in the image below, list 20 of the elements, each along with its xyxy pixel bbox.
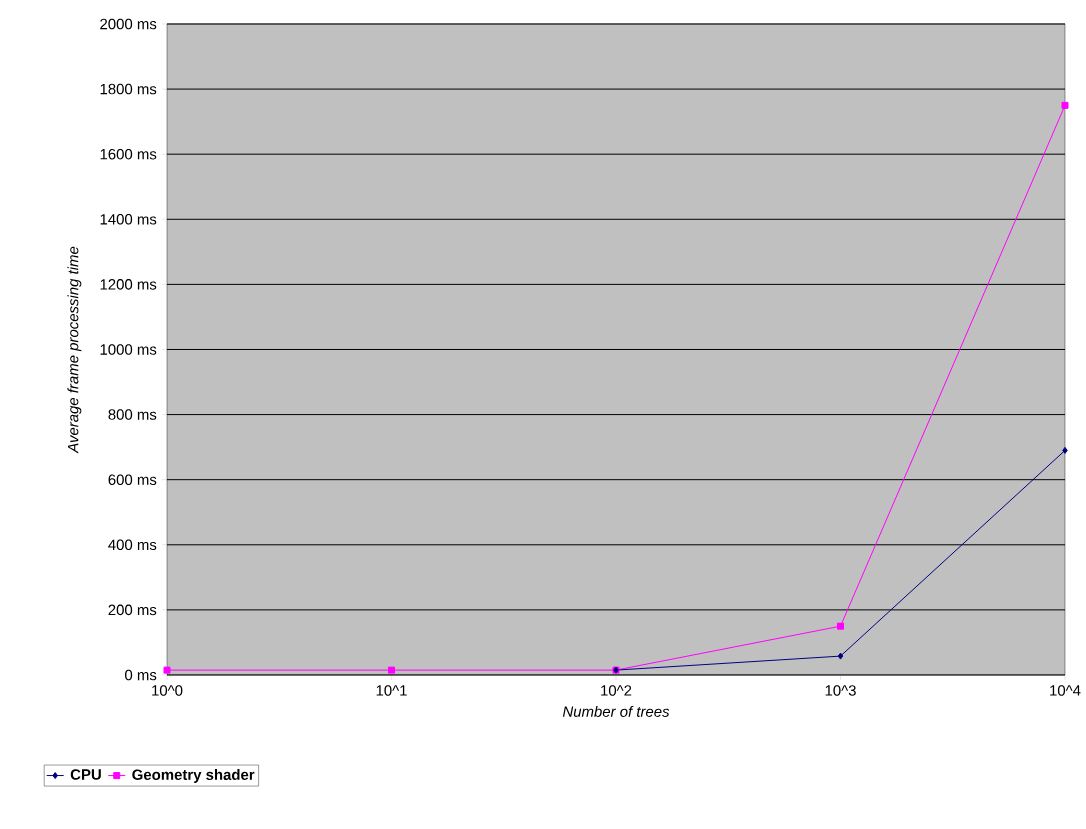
y-tick-label: 200 ms: [108, 604, 157, 616]
x-tick-label: 10^4: [1050, 685, 1081, 696]
y-tick-label: 400 ms: [108, 539, 157, 551]
x-tick-label: 10^0: [152, 685, 183, 696]
y-tick-label: 800 ms: [108, 409, 157, 420]
x-tick-label: 10^2: [601, 685, 632, 696]
x-tick-label: 10^3: [825, 685, 856, 696]
y-tick-label: 1800 ms: [100, 83, 157, 95]
y-tick-label: 600 ms: [108, 474, 157, 485]
y-tick-label: 1200 ms: [100, 279, 157, 290]
x-axis-title: Number of trees: [562, 705, 670, 717]
y-tick-label: 1600 ms: [100, 148, 157, 160]
x-tick-label: 10^1: [376, 685, 407, 696]
legend-label: Geometry shader: [132, 769, 255, 783]
legend-label: CPU: [70, 769, 101, 780]
y-tick-label: 1400 ms: [100, 213, 157, 225]
y-tick-label: 0 ms: [125, 669, 157, 681]
y-axis-title: Average frame processing time: [67, 246, 82, 454]
y-tick-label: 2000 ms: [100, 18, 157, 30]
y-tick-label: 1000 ms: [100, 344, 157, 355]
